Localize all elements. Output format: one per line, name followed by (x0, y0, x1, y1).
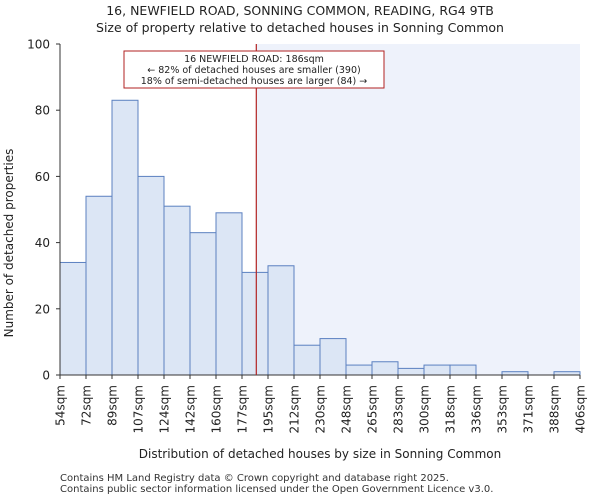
footer-line-1: Contains HM Land Registry data © Crown c… (60, 473, 449, 484)
x-tick-label: 388sqm (548, 385, 562, 433)
x-tick-label: 371sqm (522, 385, 536, 433)
y-tick-label: 100 (27, 38, 50, 52)
x-tick-label: 406sqm (574, 385, 588, 433)
y-tick-label: 60 (35, 170, 50, 184)
histogram-bar (345, 364, 373, 376)
larger-region-highlight (256, 44, 580, 375)
x-tick-label: 353sqm (496, 385, 510, 433)
histogram-bar (449, 364, 477, 376)
chart-title: 16, NEWFIELD ROAD, SONNING COMMON, READI… (106, 3, 494, 18)
x-tick-label: 160sqm (210, 385, 224, 433)
x-tick-label: 177sqm (236, 385, 250, 433)
histogram-bar (85, 195, 113, 376)
y-tick-label: 0 (42, 369, 50, 383)
footer-line-2: Contains public sector information licen… (60, 484, 494, 495)
x-tick-label: 212sqm (288, 385, 302, 433)
histogram-bar (397, 367, 425, 376)
x-tick-label: 248sqm (340, 385, 354, 433)
x-tick-label: 283sqm (392, 385, 406, 433)
x-tick-label: 142sqm (184, 385, 198, 433)
histogram-bar (111, 99, 139, 376)
x-tick-label: 124sqm (158, 385, 172, 433)
histogram-bar (293, 344, 321, 376)
x-axis-label: Distribution of detached houses by size … (139, 447, 502, 461)
footer: Contains HM Land Registry data © Crown c… (60, 473, 493, 495)
marker-annotation-line3: 18% of semi-detached houses are larger (… (141, 76, 368, 87)
histogram-bar (241, 271, 269, 376)
x-tick-label: 300sqm (418, 385, 432, 433)
histogram-bar (189, 232, 217, 376)
histogram-bar (59, 261, 87, 376)
histogram-bar (215, 212, 243, 376)
x-tick-label: 318sqm (444, 385, 458, 433)
histogram-bar (267, 265, 295, 376)
y-tick-label: 80 (35, 104, 50, 118)
histogram-bar (163, 205, 191, 376)
y-tick-label: 40 (35, 236, 50, 250)
histogram-bar (137, 175, 165, 376)
marker-annotation-line1: 16 NEWFIELD ROAD: 186sqm (184, 54, 324, 65)
x-tick-label: 336sqm (470, 385, 484, 433)
x-tick-label: 72sqm (80, 385, 94, 426)
x-tick-label: 89sqm (106, 385, 120, 426)
x-tick-label: 107sqm (132, 385, 146, 433)
marker-annotation-box (123, 50, 385, 89)
histogram-bar (371, 361, 399, 376)
x-tick-label: 265sqm (366, 385, 380, 433)
histogram-bar (319, 338, 347, 376)
marker-annotation-line2: ← 82% of detached houses are smaller (39… (147, 65, 360, 76)
histogram-bar (423, 364, 451, 376)
x-tick-label: 54sqm (54, 385, 68, 426)
x-tick-label: 230sqm (314, 385, 328, 433)
y-axis-label: Number of detached properties (2, 149, 16, 338)
chart-subtitle: Size of property relative to detached ho… (96, 20, 504, 35)
chart-title-block: 16, NEWFIELD ROAD, SONNING COMMON, READI… (0, 2, 600, 36)
y-tick-label: 20 (35, 302, 50, 316)
x-tick-label: 195sqm (262, 385, 276, 433)
